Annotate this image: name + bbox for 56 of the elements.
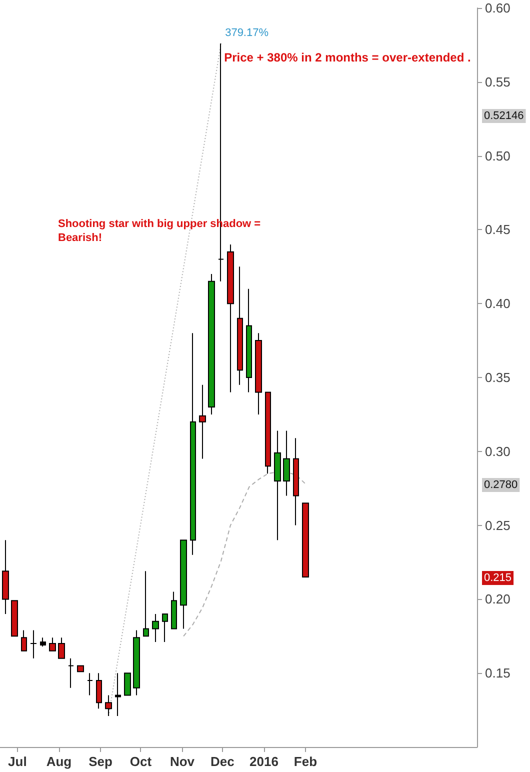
candlestick xyxy=(190,332,196,556)
y-tick-label: 0.60 xyxy=(485,0,510,16)
x-tick-label: Oct xyxy=(130,754,152,769)
annotation: Price + 380% in 2 months = over-extended . xyxy=(224,50,471,64)
candlestick xyxy=(293,438,299,526)
candlestick xyxy=(49,637,56,652)
candlestick xyxy=(30,630,37,659)
x-tick-label: Nov xyxy=(170,754,196,769)
candlestick xyxy=(302,502,309,578)
candlestick xyxy=(152,613,159,643)
candlestick xyxy=(11,600,18,637)
candlestick xyxy=(124,672,131,696)
y-tick-label: 0.20 xyxy=(485,592,510,607)
y-tick-label: 0.30 xyxy=(485,444,510,459)
text: 0.52146 xyxy=(484,110,524,122)
x-tick-label: Feb xyxy=(294,754,318,769)
candlestick xyxy=(87,672,93,696)
x-tick-label: Aug xyxy=(46,754,72,769)
x-tick-label: Sep xyxy=(88,754,112,769)
y-tick-label: 0.40 xyxy=(485,296,510,312)
y-tick-label: 0.25 xyxy=(485,518,510,533)
candlestick xyxy=(21,630,27,652)
y-tick-label: 0.50 xyxy=(485,148,510,164)
text: 0.2780 xyxy=(484,479,518,491)
candlestick xyxy=(105,694,112,716)
candlestick xyxy=(283,430,290,496)
candlestick xyxy=(77,665,84,672)
candlestick xyxy=(208,274,215,415)
candlestick xyxy=(255,332,262,415)
y-tick-label: 0.15 xyxy=(485,666,510,681)
text: 0.215 xyxy=(484,572,512,584)
candlestick xyxy=(237,266,243,386)
candlestick xyxy=(143,570,149,637)
candlestick xyxy=(40,637,46,647)
candlestick xyxy=(58,637,65,659)
candlestick xyxy=(265,392,271,474)
x-tick-label: 2016 xyxy=(249,754,278,769)
y-tick-label: 0.55 xyxy=(485,74,510,90)
candlestick xyxy=(133,630,140,696)
candlestick xyxy=(68,658,74,688)
annotation: 379.17% xyxy=(225,26,269,39)
candlestick xyxy=(227,244,234,393)
candlestick xyxy=(96,672,102,710)
x-tick-label: Jul xyxy=(8,754,27,769)
candlestick xyxy=(2,540,9,614)
candlestick xyxy=(162,613,168,643)
candlestick xyxy=(274,430,281,541)
candlestick xyxy=(199,384,206,460)
y-tick-label: 0.45 xyxy=(485,222,510,238)
y-tick-label: 0.35 xyxy=(485,370,510,385)
candlestick xyxy=(115,672,121,716)
candlestick xyxy=(180,540,187,630)
candlestick xyxy=(171,591,177,630)
x-tick-label: Dec xyxy=(210,754,234,769)
line-series xyxy=(183,472,306,637)
candlestick xyxy=(246,288,252,393)
